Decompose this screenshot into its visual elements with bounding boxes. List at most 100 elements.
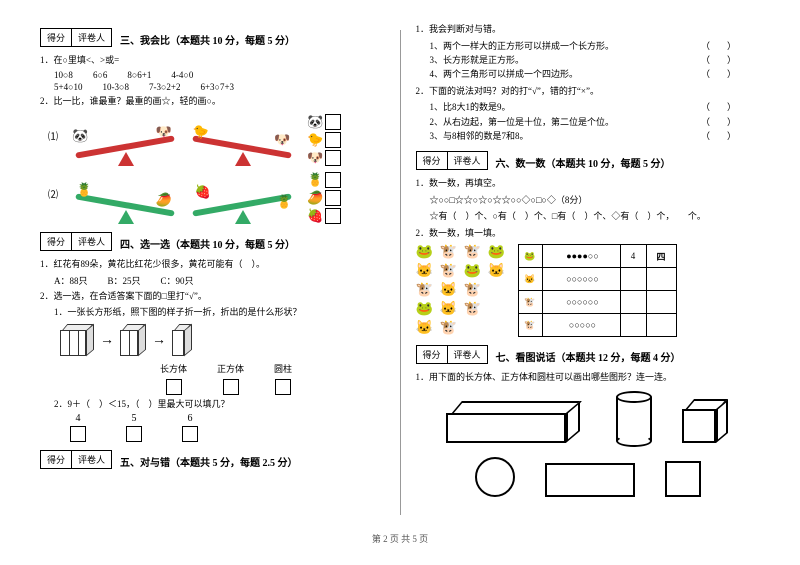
cat-icon: 🐱: [416, 263, 438, 280]
num-cell[interactable]: [620, 291, 646, 314]
s3-q2: 2．比一比，谁最重？最重的画☆，轻的画○。: [40, 95, 385, 109]
s5-l2: 3、长方形就是正方形。: [430, 53, 525, 67]
checkbox[interactable]: [166, 379, 182, 395]
cow-icon: 🐮: [440, 263, 462, 280]
seesaw-1b: 🐤 🐶: [187, 126, 297, 166]
frog-icon: 🐸: [518, 245, 542, 268]
panda-icon: 🐼: [72, 128, 88, 144]
dog-icon: 🐶: [307, 150, 323, 166]
r2a: 5+4○10: [54, 82, 83, 92]
seesaw-1: ⑴ 🐼 🐶 🐤 🐶 🐼 🐤 🐶: [70, 114, 385, 166]
cat-icon: 🐱: [440, 282, 462, 299]
checkbox[interactable]: [325, 150, 341, 166]
checkbox[interactable]: [325, 208, 341, 224]
checkbox[interactable]: [325, 190, 341, 206]
s5-list1: 1、两个一样大的正方形可以拼成一个长方形。（ ） 3、长方形就是正方形。（ ） …: [430, 39, 761, 82]
count-area: 🐸🐮🐮🐸 🐱🐮🐸🐱 🐮🐱🐮 🐸🐱🐮 🐱🐮 🐸 ●●●●○○ 4 四 🐱 ○○○○…: [416, 244, 761, 337]
s3-r1: 10○8 6○6 8○6+1 4-4○0: [54, 70, 385, 80]
score-box: 得分 评卷人: [40, 450, 112, 469]
checkbox[interactable]: [325, 114, 341, 130]
s6-q2: 2．数一数，填一填。: [416, 227, 761, 241]
opt-c: C：90只: [161, 274, 194, 287]
page-footer: 第 2 页 共 5 页: [0, 532, 800, 545]
checkbox[interactable]: [70, 426, 86, 442]
cow-icon: 🐮: [464, 282, 486, 299]
checkbox[interactable]: [182, 426, 198, 442]
panda-icon: 🐼: [307, 114, 323, 130]
han-cell[interactable]: [646, 314, 676, 337]
s6-fill: ☆有（ ）个、○有（ ）个、□有（ ）个、◇有（ ）个， 个。: [430, 210, 761, 224]
cube-icon: [682, 399, 730, 447]
table-row: 🐮 ○○○○○○: [518, 291, 676, 314]
shape-row-3d: [446, 391, 730, 447]
cylinder-icon: [616, 391, 652, 447]
chick-icon: 🐤: [307, 132, 323, 148]
checkbox[interactable]: [126, 426, 142, 442]
reviewer-label: 评卷人: [72, 451, 111, 468]
chick-icon: 🐤: [193, 124, 209, 140]
reviewer-label: 评卷人: [72, 233, 111, 250]
dots: ○○○○○: [542, 314, 620, 337]
r1c: 8○6+1: [127, 70, 151, 80]
num-cell[interactable]: [620, 314, 646, 337]
bracket[interactable]: （ ）: [701, 115, 740, 129]
bracket[interactable]: （ ）: [701, 100, 740, 114]
bracket[interactable]: （ ）: [701, 67, 740, 81]
table-row: 🐱 ○○○○○○: [518, 268, 676, 291]
r1d: 4-4○0: [171, 70, 193, 80]
opt-a: A：88只: [54, 274, 88, 287]
page: 得分 评卷人 三、我会比（本题共 10 分，每题 5 分） 1．在○里填<、>或…: [0, 0, 800, 530]
han-cell[interactable]: [646, 291, 676, 314]
num-cell: 4: [620, 245, 646, 268]
num-choices: 4 5 6: [70, 413, 385, 442]
s5-l1: 1、两个一样大的正方形可以拼成一个长方形。: [430, 39, 615, 53]
seesaw-2: ⑵ 🍍 🥭 🍓 🍍 🍍 🥭 🍓: [70, 172, 385, 224]
bracket[interactable]: （ ）: [701, 129, 740, 143]
num-cell[interactable]: [620, 268, 646, 291]
table-row: 🐸 ●●●●○○ 4 四: [518, 245, 676, 268]
num-5: 5: [132, 413, 137, 424]
s4-q1: 1．红花有89朵，黄花比红花少很多，黄花可能有（ ）。: [40, 258, 385, 272]
han-cell[interactable]: [646, 268, 676, 291]
fulcrum: [235, 152, 251, 166]
fulcrum: [118, 152, 134, 166]
checkbox[interactable]: [325, 132, 341, 148]
s5-l5: 2、从右边起，第一位是十位，第二位是个位。: [430, 115, 615, 129]
score-label: 得分: [41, 29, 72, 46]
checkbox[interactable]: [275, 379, 291, 395]
animal-grid: 🐸🐮🐮🐸 🐱🐮🐸🐱 🐮🐱🐮 🐸🐱🐮 🐱🐮: [416, 244, 510, 337]
seesaw-2a: 🍍 🥭: [70, 184, 180, 224]
choices-1: 🐼 🐤 🐶: [307, 114, 341, 166]
reviewer-label: 评卷人: [72, 29, 111, 46]
cat-icon: 🐱: [416, 320, 438, 337]
bracket[interactable]: （ ）: [701, 39, 740, 53]
section-4-header: 得分 评卷人 四、选一选（本题共 10 分，每题 5 分）: [40, 232, 385, 255]
arrow-icon: →: [152, 333, 166, 349]
choices-2: 🍍 🥭 🍓: [307, 172, 341, 224]
cat-icon: 🐱: [488, 263, 510, 280]
score-label: 得分: [41, 233, 72, 250]
cylinder-label: 圆柱: [274, 362, 292, 375]
score-box: 得分 评卷人: [40, 28, 112, 47]
score-box: 得分 评卷人: [416, 151, 488, 170]
han-cell: 四: [646, 245, 676, 268]
s5-q2: 2．下面的说法对吗？对的打“√”，错的打“×”。: [416, 85, 761, 99]
reviewer-label: 评卷人: [448, 346, 487, 363]
score-box: 得分 评卷人: [416, 345, 488, 364]
num-4: 4: [76, 413, 81, 424]
checkbox[interactable]: [325, 172, 341, 188]
cow-icon: 🐮: [440, 244, 462, 261]
section-5-header: 得分 评卷人 五、对与错（本题共 5 分，每题 2.5 分）: [40, 450, 385, 473]
frog-icon: 🐸: [416, 301, 438, 318]
score-label: 得分: [417, 152, 448, 169]
section-6-header: 得分 评卷人 六、数一数（本题共 10 分，每题 5 分）: [416, 151, 761, 174]
fulcrum: [235, 210, 251, 224]
mango-icon: 🥭: [156, 192, 172, 208]
cow-icon: 🐮: [416, 282, 438, 299]
score-box: 得分 评卷人: [40, 232, 112, 251]
checkbox[interactable]: [223, 379, 239, 395]
shape-choices: 长方体 正方体 圆柱: [160, 362, 385, 395]
s4-q2: 2．选一选，在合适答案下面的□里打“√”。: [40, 290, 385, 304]
bracket[interactable]: （ ）: [701, 53, 740, 67]
rectangle-icon: [545, 463, 635, 497]
